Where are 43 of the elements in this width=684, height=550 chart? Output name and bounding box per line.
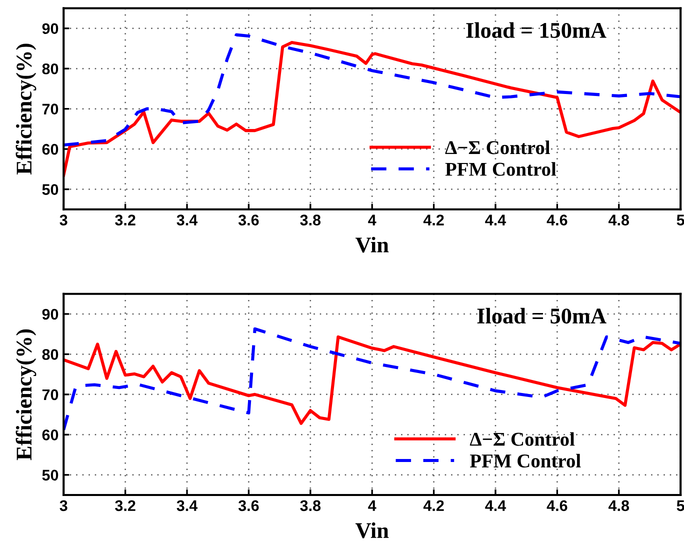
x-tick-label: 3.2 [115, 214, 136, 226]
y-axis-title: Efficiency(%) [16, 44, 36, 174]
x-tick-label: 3.4 [176, 214, 198, 226]
x-tick-label: 5 [676, 214, 684, 226]
annotation: Iload = 150mA [466, 22, 606, 38]
x-tick-label: 5 [676, 500, 684, 512]
x-tick-label: 4.8 [608, 214, 630, 226]
x-tick-label: 4.2 [423, 500, 444, 511]
y-tick-label: 70 [42, 104, 58, 115]
annotation: Iload = 50mA [477, 308, 606, 324]
x-tick-label: 3.6 [238, 214, 259, 226]
x-tick-label: 3 [60, 214, 68, 226]
y-tick-label: 80 [42, 63, 58, 74]
x-tick-label: 3.2 [115, 500, 136, 512]
x-tick-label: 4.2 [423, 214, 444, 226]
y-tick-label: 60 [42, 144, 58, 155]
y-tick-label: 90 [42, 23, 58, 34]
line-series [64, 40, 681, 177]
x-tick-label: 3.8 [300, 500, 321, 512]
y-tick-label: 50 [42, 470, 58, 481]
x-tick-label: 4.4 [485, 214, 506, 226]
x-tick-label: 4 [368, 500, 376, 511]
y-tick-label: 60 [42, 430, 58, 440]
y-tick-label: 70 [42, 389, 58, 400]
legend-label: PFM Control [470, 454, 581, 468]
x-axis-title: Vin [355, 522, 389, 538]
x-tick-label: 3 [60, 500, 68, 512]
y-tick-label: 80 [42, 349, 58, 360]
y-axis-title: Efficiency(%) [16, 329, 36, 460]
x-tick-label: 4 [368, 214, 376, 226]
x-tick-label: 3.4 [176, 500, 198, 512]
x-tick-label: 3.8 [300, 214, 321, 226]
legend-label: Δ−Σ Control [470, 432, 575, 446]
x-tick-label: 4.8 [608, 500, 630, 512]
x-tick-label: 3.6 [238, 500, 259, 512]
legend-label: PFM Control [445, 162, 556, 176]
x-axis-title: Vin [355, 236, 389, 253]
y-tick-label: 50 [42, 184, 58, 195]
legend-label: Δ−Σ Control [445, 140, 550, 154]
x-tick-label: 4.4 [485, 500, 506, 511]
x-tick-label: 4.6 [546, 500, 568, 512]
y-tick-label: 90 [42, 308, 58, 320]
x-tick-label: 4.6 [546, 214, 568, 226]
